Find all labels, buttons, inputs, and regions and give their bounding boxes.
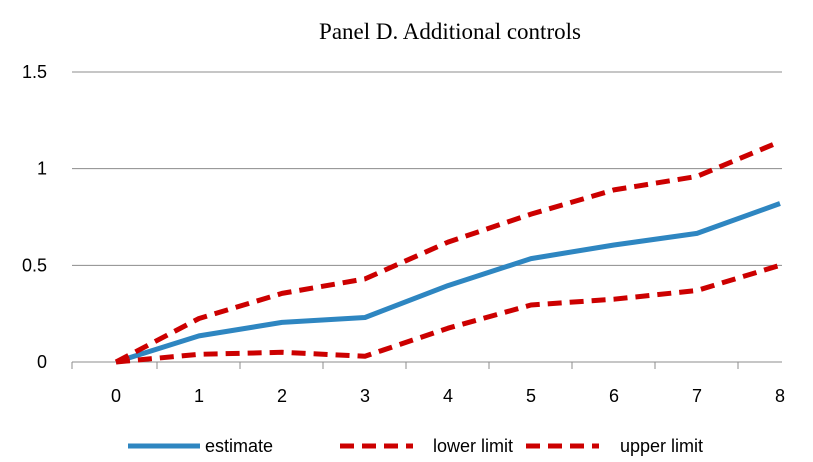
x-tick-label: 1: [194, 386, 204, 406]
axes: 0 0.5 1 1.5 0 1 2 3 4 5 6 7 8: [22, 62, 785, 406]
series-lines: [114, 139, 781, 365]
series-line-estimate: [115, 201, 781, 365]
x-tick-label: 7: [692, 386, 702, 406]
x-tick-label: 3: [360, 386, 370, 406]
x-tick-label: 8: [775, 386, 785, 406]
legend: estimate lower limit upper limit: [128, 436, 703, 456]
x-tick-label: 5: [526, 386, 536, 406]
chart-title: Panel D. Additional controls: [319, 19, 581, 44]
legend-label: lower limit: [433, 436, 513, 456]
x-tick-label: 4: [443, 386, 453, 406]
y-tick-label: 1.5: [22, 62, 47, 82]
y-tick-label: 0.5: [22, 255, 47, 275]
series-line-upper-limit: [114, 139, 781, 365]
x-tick-label: 6: [609, 386, 619, 406]
gridlines: [72, 71, 782, 266]
series-line-lower-limit: [115, 262, 781, 365]
legend-label: upper limit: [620, 436, 703, 456]
y-tick-label: 1: [37, 159, 47, 179]
x-tick-label: 0: [111, 386, 121, 406]
y-tick-label: 0: [37, 352, 47, 372]
x-tick-label: 2: [277, 386, 287, 406]
legend-label: estimate: [205, 436, 273, 456]
